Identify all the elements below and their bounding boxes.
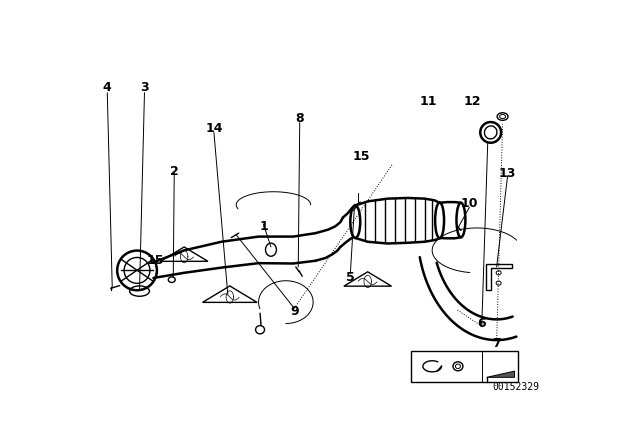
Text: 8: 8 — [296, 112, 304, 125]
Text: 3: 3 — [140, 81, 148, 94]
Text: 5: 5 — [346, 271, 355, 284]
Text: 13: 13 — [499, 167, 516, 180]
Text: 00152329: 00152329 — [492, 382, 539, 392]
Text: 1: 1 — [259, 220, 268, 233]
Text: 7: 7 — [492, 337, 501, 350]
Text: 15: 15 — [353, 150, 371, 163]
Text: 15: 15 — [147, 254, 164, 267]
Bar — [412, 351, 518, 382]
Text: 4: 4 — [103, 81, 111, 94]
Text: 2: 2 — [170, 164, 179, 177]
Text: 12: 12 — [463, 95, 481, 108]
Text: 11: 11 — [420, 95, 437, 108]
Polygon shape — [486, 371, 515, 377]
Text: 9: 9 — [290, 305, 299, 318]
Text: 6: 6 — [477, 317, 486, 330]
Text: 14: 14 — [205, 122, 223, 135]
Text: 10: 10 — [461, 197, 478, 210]
